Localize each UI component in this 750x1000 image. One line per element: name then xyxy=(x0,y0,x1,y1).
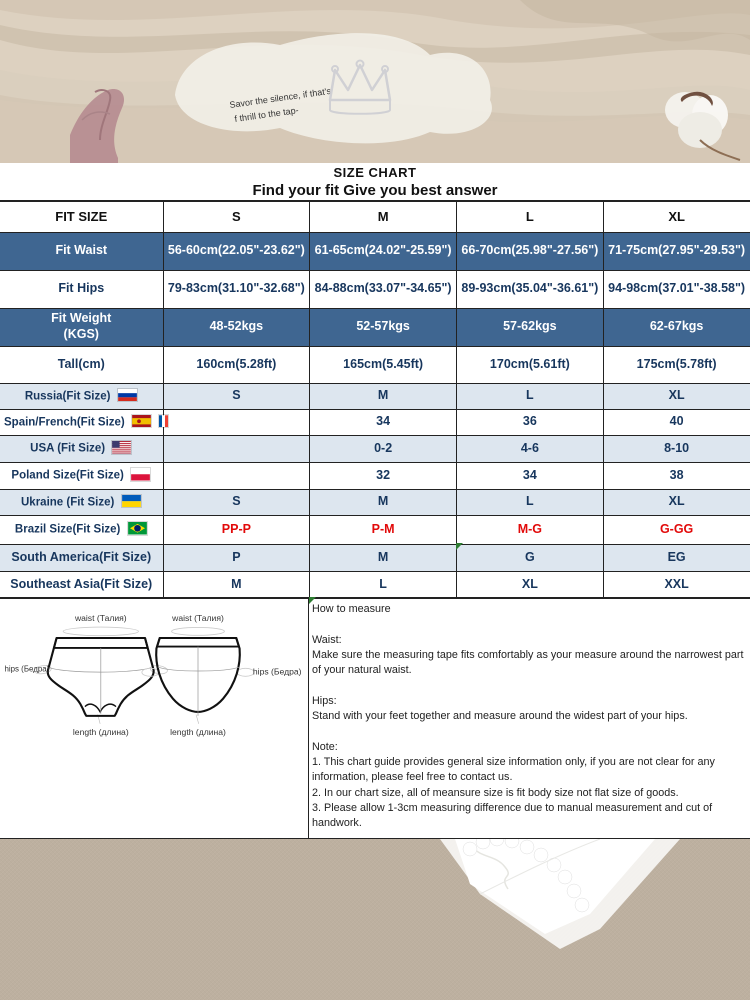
svg-text:waist (Талия): waist (Талия) xyxy=(74,613,127,623)
svg-text:hips (Бедра): hips (Бедра) xyxy=(253,666,302,676)
svg-text:length (длина): length (длина) xyxy=(73,727,129,737)
svg-text:waist (Талия): waist (Талия) xyxy=(171,613,224,623)
svg-text:length (длина): length (длина) xyxy=(170,727,226,737)
svg-text:hips (Бедра): hips (Бедра) xyxy=(4,665,49,674)
